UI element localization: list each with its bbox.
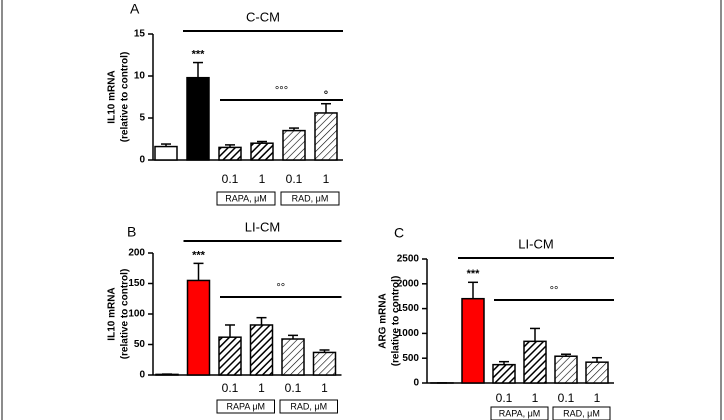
bar	[585, 361, 609, 384]
bar	[523, 340, 547, 384]
condition-label: LI-CM	[245, 219, 280, 234]
bar	[492, 363, 516, 384]
y-tick-label: 50	[134, 339, 146, 350]
group-box	[279, 399, 338, 414]
y-tick-label: 0	[413, 378, 419, 389]
bar	[312, 351, 337, 376]
y-axis-label: (relative to control)	[120, 52, 131, 143]
significance-label: ***	[192, 48, 206, 60]
significance-label: °	[324, 90, 328, 102]
y-tick-label: 500	[402, 353, 419, 364]
group-significance: °°	[276, 282, 285, 294]
y-axis-label: IL10 mRNA	[107, 287, 118, 340]
bar	[314, 112, 338, 161]
group-box	[552, 406, 611, 420]
group-label: RAD, μM	[563, 408, 600, 418]
x-tick-label: 0.1	[496, 391, 513, 405]
x-tick-label: 0.1	[222, 172, 239, 186]
bar	[281, 338, 305, 376]
group-box	[216, 191, 276, 206]
panel-letter: C	[394, 225, 404, 241]
bar	[186, 76, 210, 161]
significance-label: ***	[192, 249, 206, 261]
y-axis-label: (relative to control)	[120, 269, 131, 360]
y-axis-label: (relative to control)	[391, 276, 402, 367]
y-tick-label: 0	[139, 370, 145, 381]
group-box	[280, 191, 340, 206]
y-tick-label: 1500	[397, 303, 420, 314]
bar	[154, 145, 178, 161]
x-tick-label: 0.1	[558, 391, 575, 405]
group-label: RAD, μM	[292, 193, 329, 203]
group-box	[490, 406, 549, 420]
group-label: RAD, μM	[290, 401, 327, 411]
x-tick-label: 0.1	[285, 381, 302, 395]
bar	[218, 146, 242, 161]
condition-label: C-CM	[246, 9, 280, 24]
panel-letter: A	[130, 1, 140, 17]
x-tick-label: 1	[321, 381, 328, 395]
y-tick-label: 15	[134, 29, 146, 40]
bar	[218, 336, 242, 376]
x-tick-label: 1	[532, 391, 539, 405]
bar	[186, 279, 211, 376]
group-label: RAPA, μM	[499, 408, 541, 418]
y-tick-label: 2000	[397, 278, 420, 289]
condition-label: LI-CM	[518, 236, 553, 251]
group-significance: °°	[550, 285, 559, 297]
x-tick-label: 1	[594, 391, 601, 405]
x-tick-label: 1	[323, 172, 330, 186]
group-label: RAPA μM	[226, 401, 265, 411]
x-tick-label: 1	[258, 381, 265, 395]
y-tick-label: 1000	[397, 328, 420, 339]
x-tick-label: 1	[259, 172, 266, 186]
y-axis-label: IL10 mRNA	[107, 70, 118, 123]
y-axis-label: ARG mRNA	[378, 293, 389, 349]
y-tick-label: 5	[139, 113, 145, 124]
group-box	[216, 399, 275, 414]
y-tick-label: 100	[128, 309, 145, 320]
x-tick-label: 0.1	[222, 381, 239, 395]
y-tick-label: 10	[134, 71, 146, 82]
y-tick-label: 200	[128, 248, 145, 259]
group-label: RAPA, μM	[225, 193, 267, 203]
bar	[554, 355, 578, 384]
significance-label: ***	[467, 268, 481, 280]
x-tick-label: 0.1	[286, 172, 303, 186]
bar	[282, 129, 306, 161]
y-tick-label: 0	[139, 155, 145, 166]
group-significance: °°°	[275, 85, 288, 97]
y-tick-label: 150	[128, 278, 145, 289]
panel-letter: B	[127, 224, 136, 240]
y-tick-label: 2500	[397, 254, 420, 265]
bar	[461, 297, 485, 384]
bar	[250, 142, 274, 161]
bar	[249, 324, 274, 376]
